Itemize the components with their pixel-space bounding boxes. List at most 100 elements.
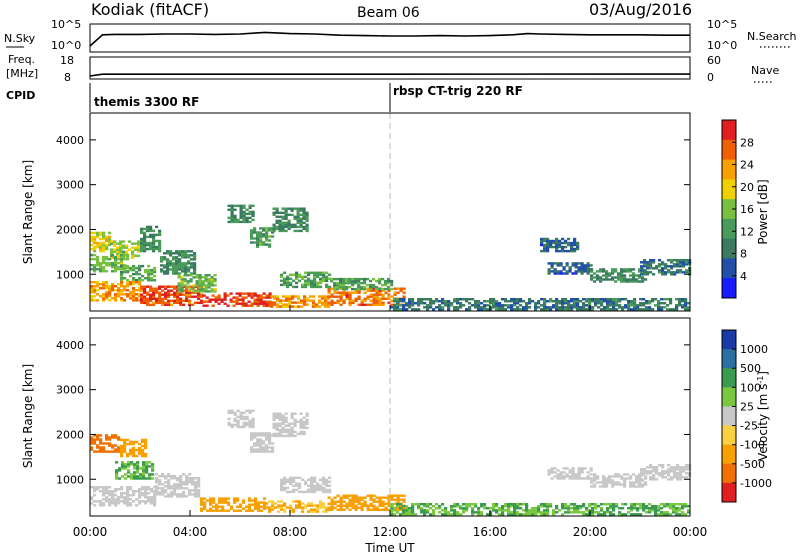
heatmap-cell	[259, 227, 263, 230]
power-y-axis-label: Slant Range [km]	[21, 160, 35, 264]
heatmap-cell	[429, 298, 433, 301]
heatmap-cell	[573, 509, 577, 512]
heatmap-cell	[265, 436, 269, 439]
heatmap-cell	[120, 494, 124, 497]
heatmap-cell	[357, 289, 361, 292]
heatmap-cell	[230, 409, 234, 413]
heatmap-cell	[253, 432, 257, 435]
heatmap-cell	[384, 496, 388, 499]
heatmap-cell	[102, 498, 106, 501]
heatmap-cell	[627, 511, 631, 514]
heatmap-cell	[155, 487, 159, 490]
heatmap-cell	[248, 509, 252, 512]
heatmap-cell	[348, 285, 352, 289]
heatmap-cell	[319, 488, 323, 492]
heatmap-cell	[322, 504, 326, 507]
heatmap-cell	[153, 494, 157, 497]
heatmap-cell	[644, 475, 648, 478]
y-tick-label: 1000	[56, 473, 84, 486]
heatmap-cell	[99, 233, 103, 237]
heatmap-cell	[675, 509, 679, 512]
heatmap-cell	[345, 494, 349, 497]
heatmap-cell	[284, 420, 288, 424]
heatmap-cell	[543, 237, 547, 241]
heatmap-cell	[290, 426, 294, 430]
heatmap-cell	[643, 261, 647, 264]
heatmap-cell	[253, 227, 257, 230]
heatmap-cell	[360, 502, 364, 506]
heatmap-cell	[212, 509, 216, 512]
heatmap-cell	[245, 216, 249, 220]
heatmap-cell	[126, 293, 130, 296]
heatmap-cell	[188, 289, 192, 292]
heatmap-cell	[177, 288, 181, 291]
heatmap-cell	[108, 287, 112, 290]
heatmap-cell	[513, 298, 517, 301]
heatmap-cell	[661, 474, 665, 477]
heatmap-cell	[140, 287, 144, 290]
heatmap-cell	[626, 477, 630, 480]
heatmap-cell	[275, 422, 279, 426]
heatmap-cell	[242, 499, 246, 502]
heatmap-cell	[684, 503, 688, 506]
heatmap-cell	[113, 240, 117, 243]
heatmap-cell	[253, 450, 257, 453]
heatmap-cell	[547, 473, 551, 476]
heatmap-cell	[245, 509, 249, 512]
heatmap-cell	[617, 272, 621, 275]
heatmap-cell	[146, 247, 150, 251]
heatmap-cell	[129, 274, 133, 278]
heatmap-cell	[387, 279, 391, 283]
heatmap-cell	[194, 301, 198, 305]
heatmap-cell	[501, 505, 505, 508]
heatmap-cell	[292, 478, 296, 482]
heatmap-cell	[275, 215, 279, 219]
y-tick-label: 2000	[56, 428, 84, 441]
heatmap-cell	[191, 493, 195, 496]
heatmap-cell	[543, 503, 547, 506]
heatmap-cell	[319, 506, 323, 509]
frequency-tick-bottom: 8	[64, 71, 71, 84]
heatmap-cell	[623, 276, 627, 279]
heatmap-cell	[140, 301, 144, 305]
heatmap-cell	[678, 300, 682, 303]
heatmap-cell	[639, 302, 643, 305]
heatmap-cell	[568, 475, 572, 478]
heatmap-cell	[660, 306, 664, 309]
heatmap-cell	[126, 488, 130, 491]
heatmap-cell	[119, 252, 123, 255]
heatmap-cell	[599, 276, 603, 279]
heatmap-cell	[230, 214, 234, 218]
heatmap-cell	[212, 499, 216, 502]
heatmap-cell	[133, 463, 137, 466]
noise-right-tick-top: 10^5	[707, 18, 737, 31]
heatmap-cell	[105, 255, 109, 259]
heatmap-cell	[132, 289, 136, 292]
heatmap-cell	[456, 513, 460, 516]
heatmap-cell	[369, 279, 373, 283]
heatmap-cell	[155, 297, 159, 301]
heatmap-cell	[268, 229, 272, 232]
heatmap-cell	[393, 298, 397, 301]
heatmap-cell	[585, 304, 589, 307]
heatmap-cell	[173, 293, 177, 296]
heatmap-cell	[290, 434, 294, 438]
heatmap-cell	[184, 250, 188, 253]
heatmap-cell	[182, 473, 186, 476]
heatmap-cell	[576, 509, 580, 512]
heatmap-cell	[414, 302, 418, 305]
colorbar-tick-label: 1000	[740, 343, 768, 356]
heatmap-cell	[558, 239, 562, 243]
heatmap-cell	[565, 264, 569, 267]
heatmap-cell	[151, 477, 155, 480]
heatmap-cell	[325, 490, 329, 494]
heatmap-cell	[123, 492, 127, 495]
heatmap-cell	[676, 466, 680, 469]
heatmap-cell	[643, 259, 647, 262]
heatmap-cell	[574, 473, 578, 476]
heatmap-cell	[123, 285, 127, 288]
heatmap-cell	[124, 463, 128, 466]
heatmap-cell	[256, 300, 260, 303]
heatmap-cell	[543, 505, 547, 508]
